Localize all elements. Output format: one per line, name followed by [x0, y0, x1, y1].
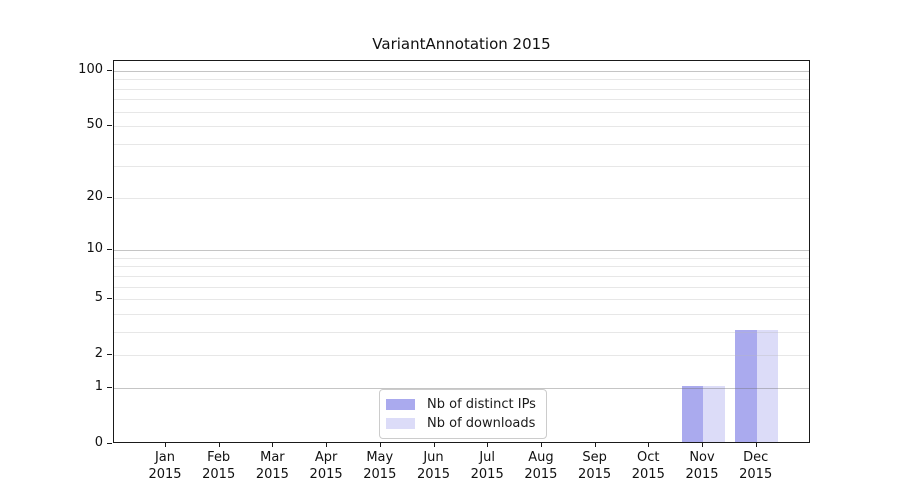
legend-item-distinct-ips: Nb of distinct IPs — [386, 397, 536, 412]
y-tick-mark — [107, 354, 112, 356]
x-tick-mark — [218, 443, 220, 447]
x-tick-label-oct: Oct 2015 — [631, 450, 665, 482]
x-tick-label-mar: Mar 2015 — [255, 450, 289, 482]
y-tick-label: 5 — [94, 290, 103, 306]
x-tick-mark — [165, 443, 166, 447]
y-tick-label: 0 — [94, 435, 103, 450]
gridline-minor — [114, 79, 809, 81]
x-tick-mark — [702, 443, 703, 447]
y-tick-mark — [107, 249, 112, 251]
gridline-major — [114, 387, 809, 389]
bar-nov-distinct-ips — [681, 385, 703, 442]
gridline-minor — [114, 355, 809, 357]
gridlines-layer — [114, 61, 809, 442]
gridline-minor — [114, 111, 809, 113]
x-tick-label-jul: Jul 2015 — [470, 450, 504, 482]
x-tick-mark — [272, 443, 274, 447]
gridline-minor — [114, 166, 809, 168]
x-tick-label-sep: Sep 2015 — [578, 450, 612, 482]
gridline-minor — [114, 275, 809, 277]
gridline-minor — [114, 266, 809, 268]
x-tick-mark — [594, 443, 596, 447]
y-tick-mark — [107, 196, 112, 198]
gridline-minor — [114, 331, 809, 333]
legend-label-distinct-ips: Nb of distinct IPs — [427, 397, 536, 412]
x-tick-mark — [326, 443, 328, 447]
legend-swatch-downloads — [386, 418, 415, 429]
y-tick-label: 20 — [86, 188, 103, 204]
y-tick-mark — [107, 125, 112, 127]
legend-label-downloads: Nb of downloads — [427, 416, 536, 431]
x-tick-label-feb: Feb 2015 — [202, 450, 236, 482]
gridline-major — [114, 250, 809, 252]
gridline-minor — [114, 257, 809, 259]
y-tick-label: 10 — [86, 241, 103, 257]
y-tick-label: 2 — [94, 346, 103, 362]
x-tick-mark — [755, 443, 757, 447]
legend-swatch-distinct-ips — [386, 399, 415, 410]
gridline-minor — [114, 299, 809, 301]
gridline-major — [114, 71, 809, 72]
y-tick-label: 1 — [94, 378, 103, 394]
bar-dec-downloads — [756, 329, 779, 442]
gridline-minor — [114, 143, 809, 145]
x-tick-mark — [540, 443, 542, 447]
gridline-minor — [114, 197, 809, 199]
y-tick-label: 100 — [78, 62, 103, 77]
y-tick-label: 50 — [86, 117, 103, 133]
legend: Nb of distinct IPs Nb of downloads — [379, 389, 547, 439]
x-tick-mark — [433, 443, 435, 447]
x-tick-mark — [487, 443, 489, 447]
x-tick-mark — [648, 443, 650, 447]
bar-dec-distinct-ips — [735, 329, 757, 442]
gridline-minor — [114, 286, 809, 288]
x-tick-label-aug: Aug 2015 — [524, 450, 558, 482]
plot-area — [113, 60, 810, 443]
legend-item-downloads: Nb of downloads — [386, 416, 536, 431]
x-tick-label-jun: Jun 2015 — [416, 450, 451, 482]
y-tick-mark — [107, 70, 112, 71]
y-tick-mark — [107, 386, 112, 388]
x-tick-label-apr: Apr 2015 — [309, 450, 343, 482]
chart-title: VariantAnnotation 2015 — [372, 35, 551, 53]
bar-nov-downloads — [703, 385, 725, 442]
gridline-minor — [114, 88, 809, 90]
x-tick-mark — [379, 443, 381, 447]
x-tick-label-may: May 2015 — [363, 450, 397, 482]
x-tick-label-jan: Jan 2015 — [148, 450, 182, 482]
gridline-minor — [114, 99, 809, 101]
gridline-minor — [114, 126, 809, 128]
bars-layer — [114, 61, 809, 442]
y-tick-mark — [107, 443, 112, 444]
gridline-minor — [114, 313, 809, 315]
x-tick-label-dec: Dec 2015 — [739, 450, 773, 482]
y-tick-mark — [107, 298, 112, 300]
x-tick-label-nov: Nov 2015 — [685, 450, 719, 482]
